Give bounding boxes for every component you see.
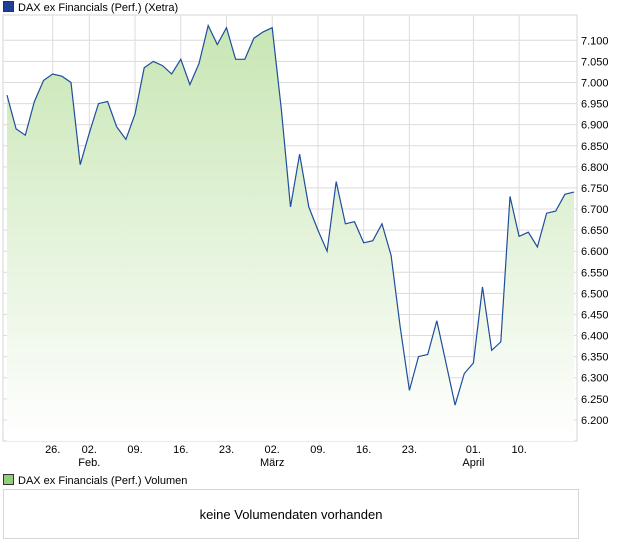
y-tick-label: 6.650 [581,225,609,237]
x-tick-label: 23. [219,444,234,456]
y-tick-label: 7.100 [581,35,609,47]
y-tick-label: 6.250 [581,394,609,406]
x-tick-label: 23. [402,444,417,456]
y-tick-label: 6.950 [581,99,609,111]
price-legend-swatch [3,1,14,12]
price-chart: 7.100 7.050 7.000 6.950 6.900 6.850 6.800 6.750… [2,14,609,469]
x-month-label: März [260,457,284,469]
y-tick-label: 6.900 [581,120,609,132]
volume-legend: DAX ex Financials (Perf.) Volumen [3,474,187,488]
y-tick-label: 6.450 [581,309,609,321]
volume-legend-swatch [3,474,14,485]
x-tick-label: 01. [466,444,481,456]
price-area [7,25,574,441]
x-tick-label: 02. [82,444,97,456]
volume-legend-label: DAX ex Financials (Perf.) Volumen [18,475,188,487]
y-tick-label: 6.550 [581,267,609,279]
price-legend-label: DAX ex Financials (Perf.) (Xetra) [18,2,179,14]
x-tick-label: 10. [511,444,526,456]
y-tick-label: 6.800 [581,162,609,174]
y-tick-label: 7.000 [581,77,609,89]
y-tick-label: 6.200 [581,415,609,427]
y-tick-label: 6.600 [581,246,609,258]
y-tick-label: 6.400 [581,331,609,343]
y-tick-label: 7.050 [581,56,609,68]
x-tick-label: 02. [265,444,280,456]
price-legend: DAX ex Financials (Perf.) (Xetra) [3,1,178,15]
x-month-label: Feb. [78,457,100,469]
y-tick-label: 6.500 [581,288,609,300]
volume-empty-message: keine Volumendaten vorhanden [199,507,383,522]
x-tick-label: 16. [356,444,371,456]
volume-panel: keine Volumendaten vorhanden [3,489,579,539]
price-line [6,23,575,406]
x-tick-label: 09. [310,444,325,456]
x-tick-label: 09. [127,444,142,456]
x-month-label: April [462,457,484,469]
y-axis-ticks: 7.100 7.050 7.000 6.950 6.900 6.850 6.800 6.750… [581,35,609,427]
y-tick-label: 6.700 [581,204,609,216]
y-tick-label: 6.850 [581,141,609,153]
x-tick-label: 26. [45,444,60,456]
y-tick-label: 6.350 [581,352,609,364]
y-tick-label: 6.750 [581,183,609,195]
x-tick-label: 16. [173,444,188,456]
y-tick-label: 6.300 [581,373,609,385]
